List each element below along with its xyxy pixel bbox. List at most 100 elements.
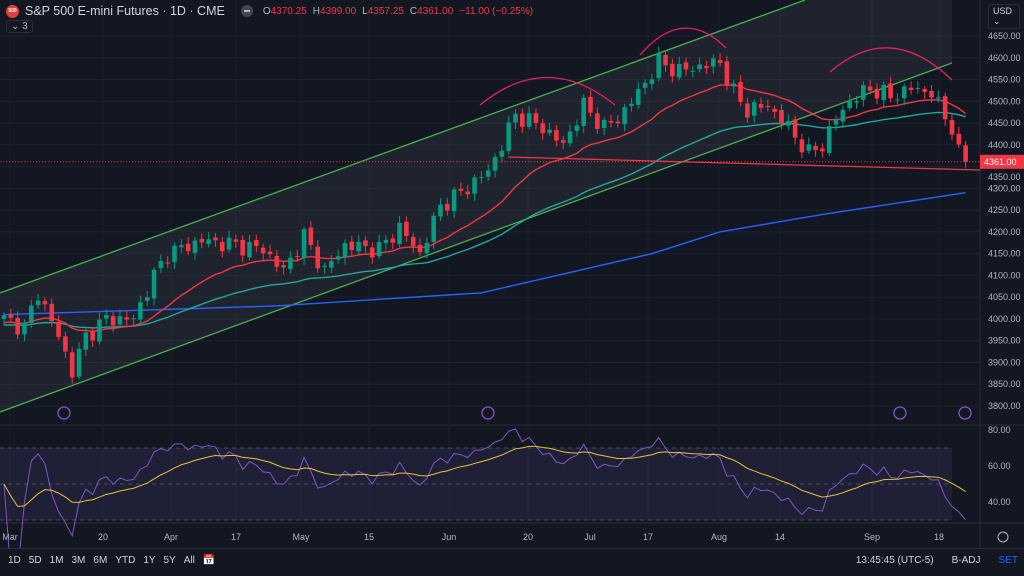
candle-body	[731, 83, 737, 87]
range-5d[interactable]: 5D	[28, 555, 42, 566]
settings-icon[interactable]	[997, 531, 1009, 543]
arc-drawing[interactable]	[829, 47, 953, 81]
candle-body	[42, 300, 48, 305]
arc-drawing[interactable]	[639, 27, 727, 56]
channel-upper-line[interactable]	[0, 0, 806, 294]
time-tick-label: 15	[364, 532, 374, 542]
candle-body	[69, 352, 75, 378]
candle-body	[104, 314, 109, 319]
candle-body	[506, 122, 511, 151]
candle-body	[554, 130, 559, 141]
date-range-icon[interactable]: 📅	[202, 555, 216, 566]
candle-body	[247, 241, 252, 258]
candle-body	[431, 215, 436, 242]
candle-body	[117, 316, 123, 325]
price-pane	[0, 0, 980, 425]
candle-body	[458, 188, 464, 191]
candle-body	[799, 139, 805, 153]
candle-body	[315, 246, 321, 269]
price-tick-label: 3900.00	[988, 357, 1021, 367]
time-tick-label: Jul	[584, 532, 596, 542]
candle-body	[151, 269, 157, 299]
candle-body	[629, 103, 634, 107]
candle-body	[254, 240, 259, 246]
session-button[interactable]: SET	[998, 555, 1018, 566]
adjustment-button[interactable]: B-ADJ	[951, 555, 981, 566]
candle-body	[233, 239, 239, 242]
candle-body	[601, 120, 607, 129]
price-tick-label: 4600.00	[988, 53, 1021, 63]
candle-body	[260, 247, 266, 254]
event-icon[interactable]	[481, 406, 495, 420]
candle-body	[833, 119, 839, 125]
range-6m[interactable]: 6M	[93, 555, 108, 566]
candle-body	[567, 131, 573, 144]
event-icon[interactable]	[57, 406, 71, 420]
rsi-tick-label: 80.00	[988, 425, 1011, 435]
price-tick-label: 4450.00	[988, 118, 1021, 128]
indicators-toggle[interactable]: ⌄ 3	[6, 20, 33, 33]
candle-body	[294, 255, 300, 257]
candle-body	[342, 243, 348, 258]
range-ytd[interactable]: YTD	[115, 555, 136, 566]
candle-body	[963, 145, 968, 162]
candle-body	[240, 239, 245, 256]
rsi-ma-line	[3, 445, 966, 507]
range-1y[interactable]: 1Y	[143, 555, 156, 566]
candle-body	[124, 317, 130, 320]
candle-body	[670, 63, 675, 77]
candle-body	[751, 102, 757, 116]
candle-body	[922, 88, 927, 92]
range-1d[interactable]: 1D	[8, 555, 21, 566]
candle-body	[608, 120, 614, 123]
candle-body	[499, 150, 505, 157]
candle-body	[615, 121, 621, 124]
candle-body	[179, 245, 184, 248]
candle-body	[165, 262, 170, 264]
rsi-tick-label: 40.00	[988, 497, 1011, 507]
range-3m[interactable]: 3M	[71, 555, 86, 566]
candle-body	[288, 257, 293, 270]
event-icon[interactable]	[958, 406, 972, 420]
clock[interactable]: 13:45:45 (UTC-5)	[855, 555, 934, 566]
symbol-title[interactable]: S&P 500 E-mini Futures · 1D · CME	[25, 4, 225, 18]
ema-fast-line	[3, 84, 967, 333]
candle-body	[724, 61, 730, 85]
range-all[interactable]: All	[183, 555, 195, 566]
candle-body	[492, 156, 498, 171]
candle-body	[526, 113, 532, 127]
candle-body	[704, 66, 709, 69]
candle-body	[56, 321, 61, 338]
range-5y[interactable]: 5Y	[163, 555, 176, 566]
chart-canvas[interactable]: 4650.00 4600.00 4550.00 4500.00 4450.00 4400.…	[0, 0, 1024, 548]
time-tick-label: 17	[231, 532, 241, 542]
candle-body	[820, 148, 825, 152]
candle-body	[765, 106, 771, 108]
candle-body	[376, 241, 382, 257]
support-line[interactable]	[507, 156, 981, 171]
candle-body	[445, 203, 450, 211]
currency-select[interactable]: USD ⌄	[988, 4, 1020, 29]
candle-body	[786, 120, 791, 126]
candle-body	[138, 302, 143, 320]
candle-body	[465, 191, 471, 195]
candle-body	[663, 54, 668, 66]
candle-body	[417, 244, 423, 253]
candle-body	[49, 303, 55, 322]
candle-body	[547, 129, 552, 133]
candle-body	[404, 221, 409, 236]
arc-drawing[interactable]	[479, 77, 616, 106]
candle-body	[908, 87, 914, 90]
candle-body	[772, 108, 777, 112]
event-icon[interactable]	[893, 406, 907, 420]
candle-body	[690, 70, 696, 72]
hide-icon[interactable]	[240, 5, 253, 17]
candle-body	[574, 125, 580, 131]
range-1m[interactable]: 1M	[49, 555, 64, 566]
time-tick-label: 14	[775, 532, 785, 542]
candle-body	[15, 317, 20, 335]
candle-body	[710, 58, 716, 67]
candle-body	[219, 242, 225, 252]
candle-body	[595, 113, 600, 129]
candle-body	[826, 126, 832, 154]
